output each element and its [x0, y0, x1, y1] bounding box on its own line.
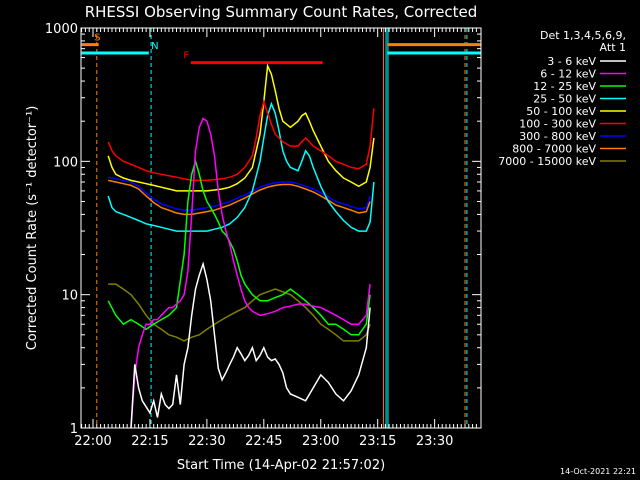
y-tick-label: 10: [61, 289, 78, 304]
marker-label-f: F: [183, 51, 189, 62]
y-tick-label: 100: [53, 155, 78, 170]
x-tick-label: 22:15: [131, 434, 168, 449]
series-line-300-800-kev: [108, 176, 371, 211]
y-tick-label: 1000: [45, 22, 78, 37]
series-line-3-6-kev: [130, 261, 371, 428]
series-line-6-12-kev: [130, 117, 371, 428]
series-line-25-50-kev: [107, 101, 375, 232]
legend-label: 800 - 7000 keV: [512, 143, 596, 156]
legend-label: 12 - 25 keV: [533, 80, 596, 93]
legend-label: 6 - 12 keV: [540, 68, 596, 81]
series-line-100-300-kev: [107, 99, 375, 182]
x-tick-label: 22:45: [245, 434, 282, 449]
x-tick-label: 23:30: [416, 434, 453, 449]
series-group: [81, 28, 481, 428]
x-tick-label: 23:00: [302, 434, 339, 449]
x-tick-label: 23:15: [359, 434, 396, 449]
axes-frame: [80, 27, 482, 429]
series-line-800-7000-kev: [108, 179, 371, 216]
legend-header-1: Att 1: [600, 41, 626, 54]
marker-label-n: N: [151, 41, 158, 52]
legend-label: 25 - 50 keV: [533, 93, 596, 106]
legend-label: 50 - 100 keV: [526, 105, 596, 118]
x-axis-label: Start Time (14-Apr-02 21:57:02): [177, 458, 385, 473]
series-line-50-100-kev: [107, 63, 375, 192]
legend-label: 100 - 300 keV: [519, 118, 596, 131]
plot-area: S N F 1 10 100 1000 22:00 22:15 22:30 22:45 23:00 23…: [45, 22, 482, 449]
x-tick-label: 22:00: [74, 434, 111, 449]
series-line-7000-15000-kev: [108, 283, 371, 342]
legend-label: 7000 - 15000 keV: [498, 155, 596, 168]
y-tick-label: 1: [70, 422, 78, 437]
y-axis-label: Corrected Count Rate (s⁻¹ detector⁻¹): [25, 106, 40, 351]
legend-header-0: Det 1,3,4,5,6,9,: [540, 29, 626, 42]
series-line-12-25-kev: [107, 158, 371, 336]
x-tick-label: 22:30: [188, 434, 225, 449]
legend-label: 3 - 6 keV: [547, 55, 596, 68]
chart-title: RHESSI Observing Summary Count Rates, Co…: [85, 3, 478, 21]
marker-label-s: S: [94, 33, 100, 44]
legend-label: 300 - 800 keV: [519, 130, 596, 143]
timestamp: 14-Oct-2021 22:21: [560, 467, 636, 476]
